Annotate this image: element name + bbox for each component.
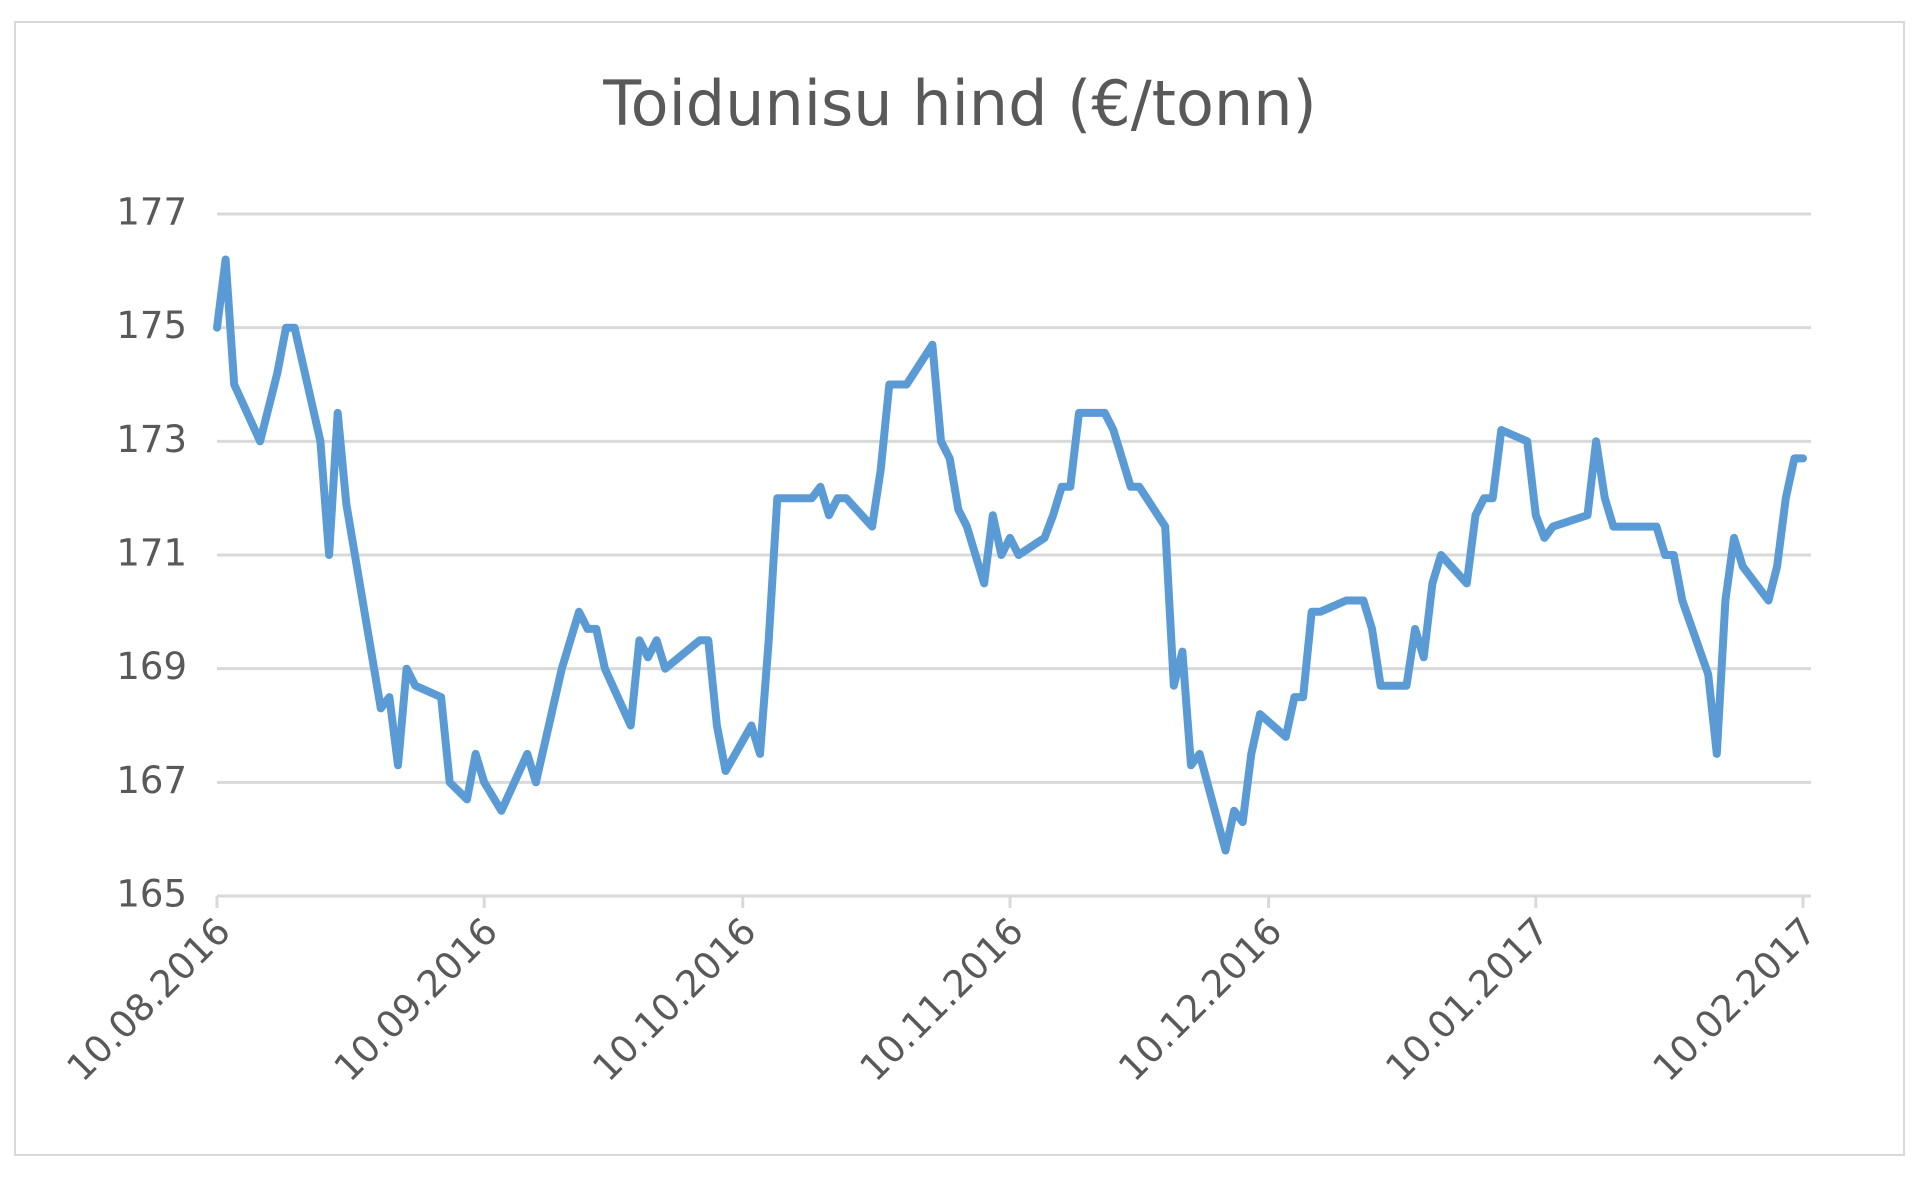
y-tick-label: 175 (116, 304, 187, 347)
y-tick-label: 165 (116, 873, 187, 916)
y-tick-label: 167 (116, 759, 187, 802)
data-line (213, 255, 1807, 855)
y-tick-label: 171 (116, 532, 187, 575)
y-tick-label: 177 (116, 191, 187, 234)
chart-title: Toidunisu hind (€/tonn) (602, 67, 1316, 140)
chart-frame (14, 21, 1905, 1156)
y-tick-label: 169 (116, 645, 187, 688)
y-tick-label: 173 (116, 418, 187, 461)
